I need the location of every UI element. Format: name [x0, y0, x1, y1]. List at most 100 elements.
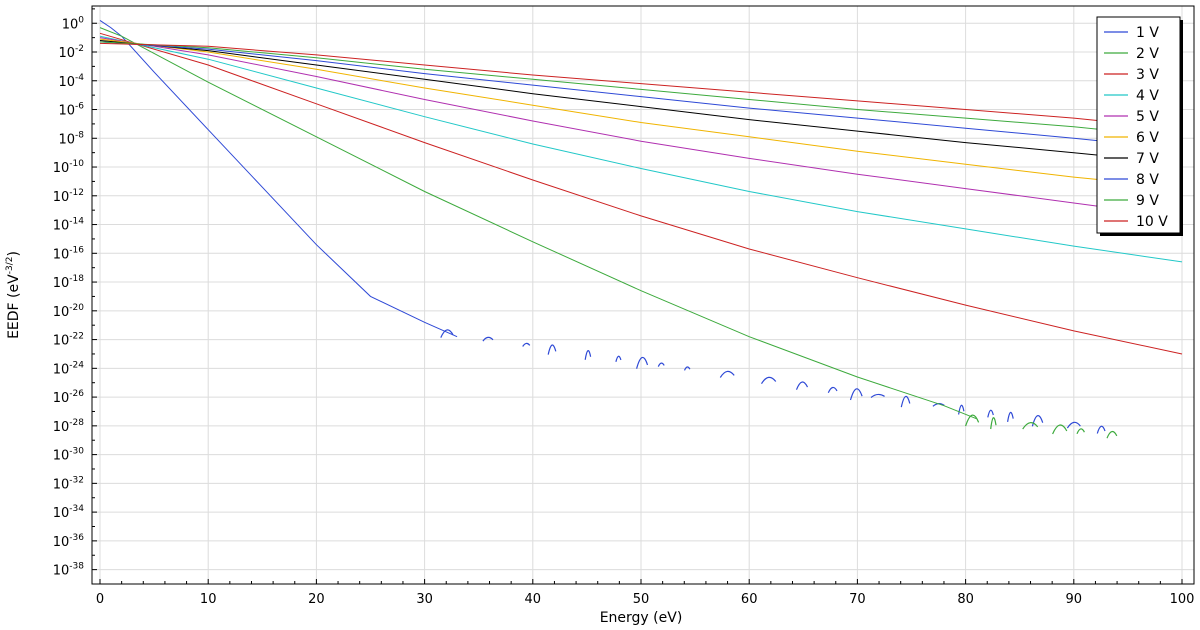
y-tick-base: 10	[58, 104, 75, 119]
series-noise-1	[795, 381, 809, 390]
y-tick-label: 10-4	[58, 73, 84, 90]
y-axis-label: EEDF (eV-3/2)	[5, 251, 22, 339]
y-tick-label: 10-10	[53, 159, 85, 176]
plot-frame	[91, 5, 1195, 585]
series-layer	[99, 19, 1183, 439]
y-axis-label-exponent: -3/2	[5, 257, 15, 275]
y-tick-exponent: -30	[69, 447, 84, 457]
y-tick-exponent: -22	[69, 332, 84, 342]
y-tick-base: 10	[53, 506, 70, 521]
y-tick-exponent: 0	[78, 15, 84, 25]
y-tick-exponent: -12	[69, 188, 84, 198]
series-noise-2	[990, 417, 997, 430]
y-tick-label: 10-26	[53, 389, 85, 406]
x-tick-label: 100	[1170, 592, 1195, 607]
series-noise-1	[760, 376, 777, 385]
y-tick-base: 10	[53, 219, 70, 234]
series-noise-1	[636, 356, 649, 369]
legend-entry: 9 V	[1136, 193, 1159, 209]
series-noise-1	[900, 395, 911, 408]
series-line-2	[99, 27, 977, 420]
series-line-6	[99, 38, 1118, 182]
series-line-7	[99, 40, 1118, 158]
series-noise-1	[849, 388, 863, 401]
legend-entry: 10 V	[1136, 214, 1168, 230]
y-tick-base: 10	[53, 247, 70, 262]
series-line-4	[99, 35, 1183, 263]
y-axis-label-base: EEDF (eV	[6, 274, 22, 339]
series-noise-2	[1106, 430, 1118, 439]
y-tick-base: 10	[53, 420, 70, 435]
y-tick-exponent: -16	[69, 245, 84, 255]
y-tick-label: 100	[62, 15, 85, 32]
legend: 1 V 2 V 3 V 4 V 5 V 6 V 7 V 8 V 9 V 10 V	[1096, 16, 1183, 236]
x-tick-label: 70	[849, 592, 866, 607]
y-tick-base: 10	[58, 75, 75, 90]
y-tick-exponent: -34	[69, 504, 84, 514]
y-tick-exponent: -2	[75, 44, 84, 54]
y-tick-label: 10-2	[58, 44, 84, 61]
y-tick-exponent: -26	[69, 389, 84, 399]
y-tick-label: 10-6	[58, 102, 84, 119]
y-tick-label: 10-34	[53, 504, 85, 521]
x-tick-label: 60	[741, 592, 758, 607]
legend-entry: 4 V	[1136, 88, 1159, 104]
y-tick-label: 10-38	[53, 562, 85, 579]
y-tick-base: 10	[53, 362, 70, 377]
x-tick-label: 40	[525, 592, 542, 607]
y-tick-base: 10	[58, 46, 75, 61]
series-line-10	[99, 42, 1118, 123]
series-line-3	[99, 32, 1183, 355]
x-axis-label: Energy (eV)	[600, 610, 683, 626]
y-tick-exponent: -38	[69, 562, 84, 572]
y-tick-base: 10	[53, 564, 70, 579]
series-noise-1	[1066, 421, 1081, 429]
series-noise-1	[522, 342, 531, 347]
x-tick-label: 0	[96, 592, 104, 607]
y-tick-label: 10-16	[53, 245, 85, 262]
series-noise-1	[657, 362, 665, 367]
y-tick-label: 10-24	[53, 360, 85, 377]
series-noise-1	[482, 336, 494, 342]
series-noise-1	[987, 409, 994, 418]
y-tick-base: 10	[53, 334, 70, 349]
series-noise-1	[584, 350, 592, 360]
series-noise-2	[1052, 424, 1068, 435]
y-tick-base: 10	[53, 305, 70, 320]
series-noise-1	[615, 355, 622, 362]
series-noise-1	[870, 393, 885, 398]
series-noise-2	[1076, 428, 1085, 435]
y-tick-base: 10	[53, 276, 70, 291]
y-tick-base: 10	[62, 17, 79, 32]
legend-entry: 6 V	[1136, 130, 1159, 146]
x-tick-label: 20	[308, 592, 325, 607]
y-tick-exponent: -14	[69, 217, 84, 227]
series-noise-1	[547, 344, 557, 355]
series-noise-2	[965, 414, 980, 427]
y-axis-label-close: )	[6, 251, 22, 256]
legend-entry: 5 V	[1136, 109, 1159, 125]
x-tick-label: 30	[416, 592, 433, 607]
series-line-1	[99, 19, 458, 338]
series-noise-1	[1096, 425, 1106, 434]
series-line-5	[99, 37, 1118, 210]
series-noise-1	[827, 386, 838, 393]
y-tick-label: 10-36	[53, 533, 85, 550]
y-tick-label: 10-28	[53, 418, 85, 435]
y-tick-label: 10-30	[53, 447, 85, 464]
y-tick-exponent: -8	[75, 130, 84, 140]
legend-entry: 3 V	[1136, 67, 1159, 83]
series-noise-1	[683, 366, 691, 371]
y-tick-exponent: -20	[69, 303, 84, 313]
series-noise-1	[1007, 411, 1014, 422]
y-tick-label: 10-14	[53, 217, 85, 234]
legend-entry: 2 V	[1136, 46, 1159, 62]
y-tick-label: 10-22	[53, 332, 84, 349]
legend-entry: 8 V	[1136, 172, 1159, 188]
y-tick-exponent: -28	[69, 418, 84, 428]
y-tick-exponent: -18	[69, 274, 84, 284]
x-tick-label: 50	[633, 592, 650, 607]
y-tick-base: 10	[53, 449, 70, 464]
series-line-9	[99, 41, 1118, 132]
